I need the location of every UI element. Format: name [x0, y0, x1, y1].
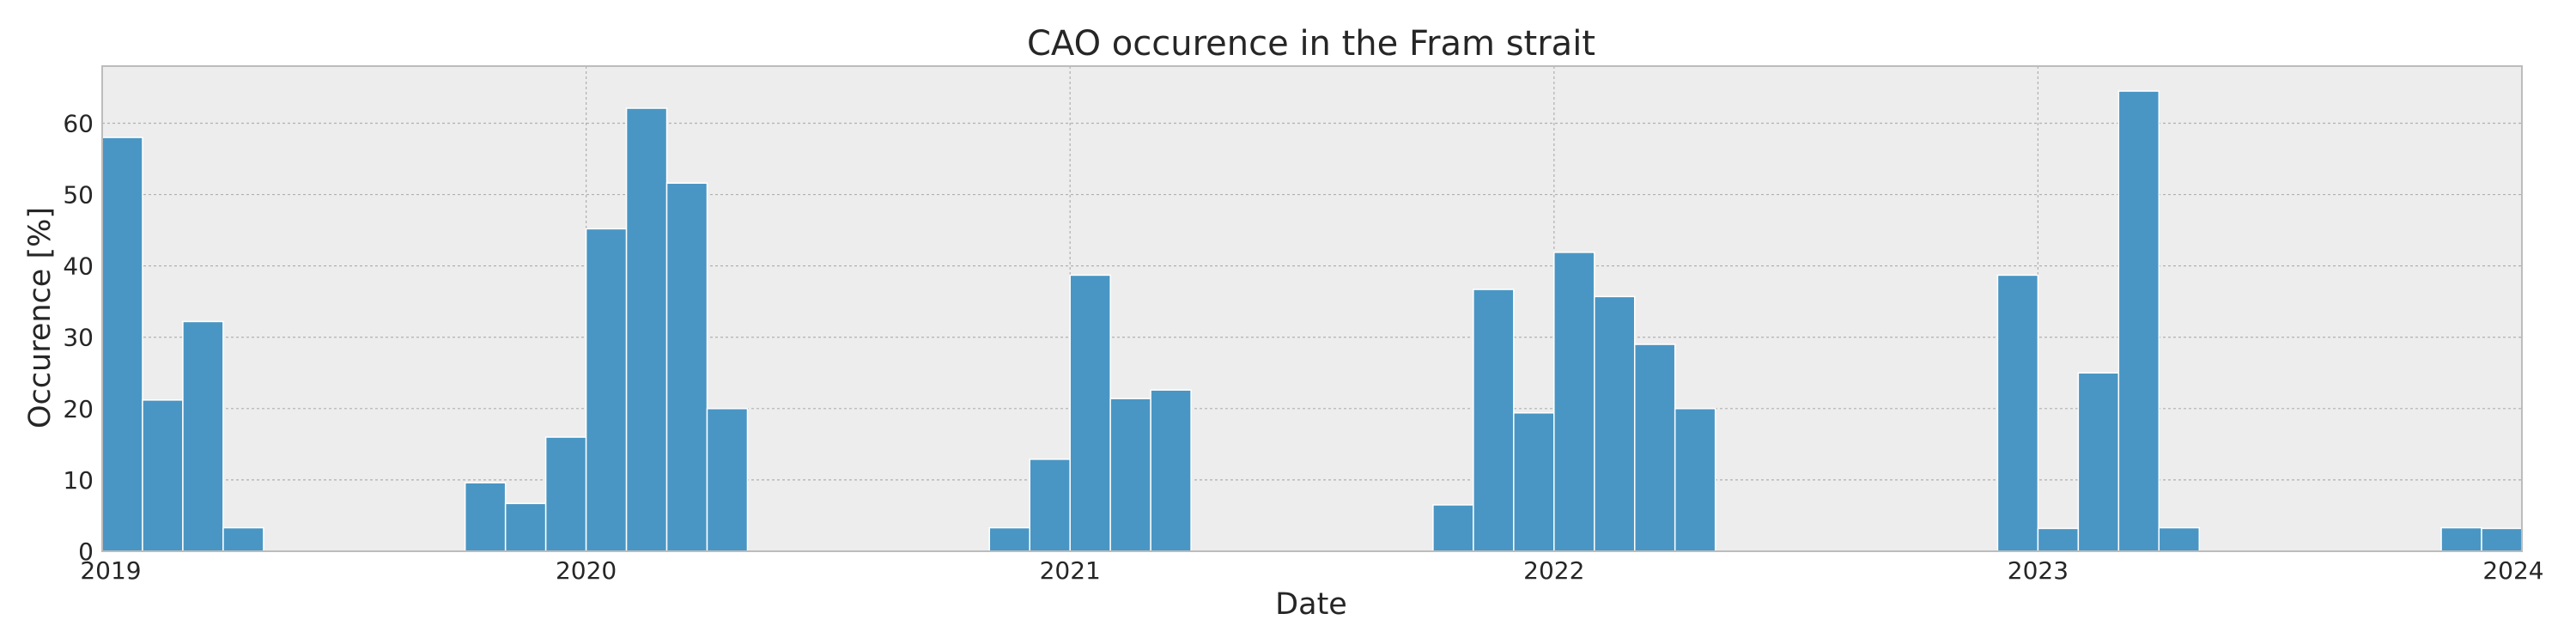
bar: [182, 320, 224, 552]
bar: [2158, 526, 2201, 552]
bar: [142, 399, 184, 552]
bar: [625, 107, 668, 552]
bar: [585, 228, 628, 552]
bar: [101, 137, 143, 552]
x-axis-label: Date: [1275, 587, 1347, 622]
bar: [1109, 398, 1151, 552]
bar: [2037, 527, 2080, 552]
bar: [1996, 274, 2039, 552]
bar: [2117, 90, 2160, 552]
bar: [1473, 289, 1515, 552]
plot-frame: [101, 65, 2523, 552]
bar: [1069, 274, 1111, 552]
chart-title: CAO occurence in the Fram strait: [1027, 24, 1595, 64]
bar: [1029, 459, 1071, 552]
bar: [1633, 343, 1676, 552]
x-tick-label: 2019: [80, 556, 141, 585]
y-axis-label: Occurence [%]: [23, 207, 58, 428]
bar: [1553, 252, 1595, 552]
bar: [1513, 412, 1555, 552]
bar: [988, 526, 1030, 552]
x-tick-label: 2020: [556, 556, 617, 585]
bar: [544, 436, 587, 552]
y-tick-label: 40: [63, 252, 94, 281]
x-tick-label: 2022: [1523, 556, 1584, 585]
y-tick-label: 30: [63, 324, 94, 352]
bar: [504, 502, 547, 552]
x-tick-label: 2021: [1040, 556, 1101, 585]
bar: [1594, 295, 1636, 552]
bar: [665, 182, 708, 552]
bar: [706, 408, 749, 552]
y-tick-label: 0: [78, 538, 94, 566]
y-tick-label: 50: [63, 181, 94, 210]
y-tick-label: 10: [63, 466, 94, 495]
bar: [2440, 526, 2482, 552]
bar: [1674, 408, 1716, 552]
bar: [222, 526, 264, 552]
x-tick-label: 2023: [2008, 556, 2069, 585]
y-tick-label: 20: [63, 395, 94, 423]
y-tick-label: 60: [63, 109, 94, 137]
bar: [1432, 504, 1474, 552]
x-tick-label: 2024: [2482, 556, 2543, 585]
bar: [2481, 527, 2523, 552]
bar: [464, 482, 507, 552]
bar: [1150, 389, 1192, 552]
bar: [2077, 372, 2120, 552]
plot-area: 0 10 20 30 40 50 60 2019 2020 2021 2022 2023 2024: [63, 65, 2544, 585]
